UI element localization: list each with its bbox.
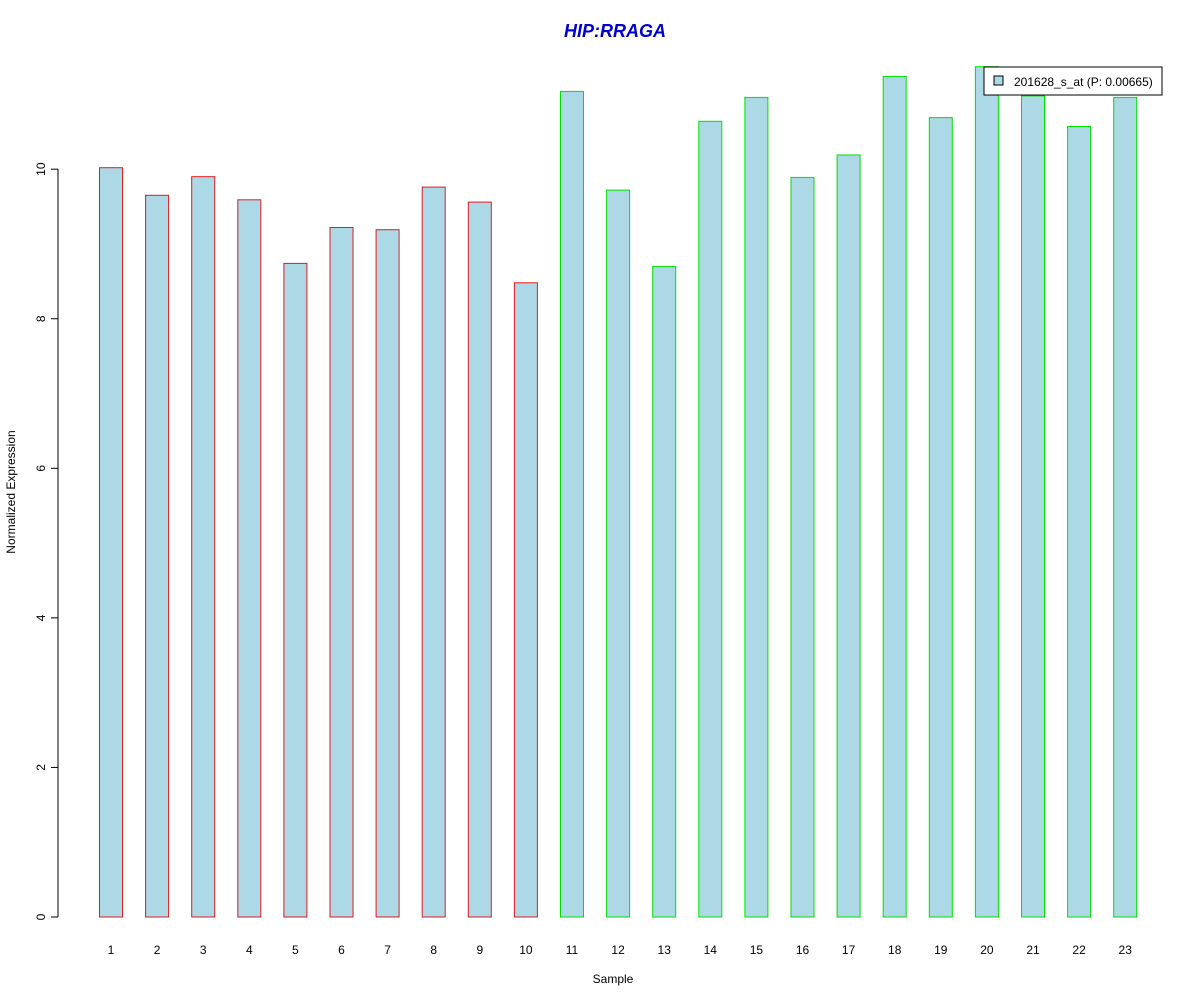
bar-sample-11 — [560, 90, 584, 918]
bar-sample-9 — [467, 201, 492, 918]
bar-sample-16 — [790, 176, 815, 918]
x-tick-label: 7 — [384, 943, 391, 957]
legend-box — [983, 66, 1163, 96]
legend-label: 201628_s_at (P: 0.00665) — [1014, 75, 1153, 89]
x-tick-label: 2 — [154, 943, 161, 957]
x-tick-label: 9 — [476, 943, 483, 957]
x-tick-label: 18 — [888, 943, 902, 957]
x-tick-label: 5 — [292, 943, 299, 957]
y-axis-label: Normalized Expression — [4, 430, 18, 553]
bar-sample-14 — [698, 120, 723, 918]
bar-sample-15 — [744, 96, 769, 918]
bar-sample-3 — [191, 176, 216, 918]
bar-sample-18 — [882, 75, 907, 918]
bar-sample-10 — [513, 282, 538, 918]
bar-sample-5 — [283, 262, 308, 918]
chart-title: HIP:RRAGA — [564, 21, 666, 41]
x-tick-label: 22 — [1072, 943, 1086, 957]
x-tick-label: 17 — [842, 943, 856, 957]
bar-sample-20 — [974, 66, 999, 918]
y-tick-label: 0 — [34, 913, 48, 920]
y-axis: 0 2 4 6 8 10 — [34, 162, 59, 920]
x-tick-label: 20 — [980, 943, 994, 957]
bar-sample-8 — [421, 186, 446, 918]
x-tick-label: 14 — [704, 943, 718, 957]
bar-sample-13 — [652, 265, 677, 918]
x-tick-label: 21 — [1026, 943, 1040, 957]
x-tick-label: 3 — [200, 943, 207, 957]
x-tick-label: 11 — [566, 943, 579, 957]
x-tick-label: 12 — [611, 943, 625, 957]
bar-sample-12 — [606, 189, 631, 918]
x-tick-label: 23 — [1119, 943, 1133, 957]
x-tick-label: 15 — [750, 943, 764, 957]
x-tick-label: 8 — [430, 943, 437, 957]
bar-sample-17 — [836, 154, 861, 918]
x-tick-label: 10 — [519, 943, 533, 957]
bars — [99, 66, 1138, 918]
x-tick-label: 16 — [796, 943, 810, 957]
bar-sample-7 — [375, 229, 400, 918]
y-tick-label: 6 — [34, 465, 48, 472]
bar-sample-21 — [1021, 95, 1045, 918]
y-tick-label: 4 — [34, 614, 48, 621]
x-tick-labels: 1 2 3 4 5 6 7 8 9 10 11 12 13 14 15 16 17 18 19 20 21 22 23 — [108, 943, 1133, 957]
bar-sample-4 — [237, 199, 262, 918]
x-tick-label: 19 — [934, 943, 948, 957]
bar-sample-1 — [99, 167, 123, 918]
x-tick-label: 13 — [658, 943, 672, 957]
legend-swatch — [993, 75, 1004, 86]
bar-sample-22 — [1067, 126, 1092, 918]
bar-sample-6 — [329, 227, 354, 918]
y-tick-label: 10 — [34, 162, 48, 176]
bar-sample-2 — [145, 194, 170, 918]
x-axis-label: Sample — [593, 972, 634, 986]
y-tick-label: 8 — [34, 315, 48, 322]
x-tick-label: 6 — [338, 943, 345, 957]
legend: 201628_s_at (P: 0.00665) — [983, 66, 1163, 96]
x-tick-label: 1 — [108, 943, 115, 957]
bar-sample-19 — [928, 117, 953, 918]
y-tick-label: 2 — [34, 764, 48, 771]
bar-sample-23 — [1113, 96, 1138, 918]
x-tick-label: 4 — [246, 943, 253, 957]
